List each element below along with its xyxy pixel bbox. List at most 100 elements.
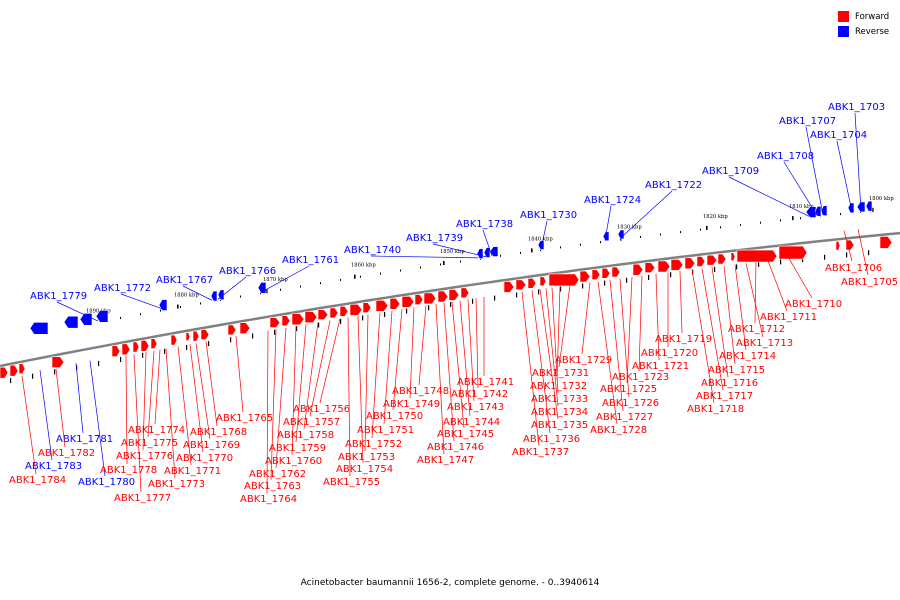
gene-label-forward: ABK1_1757 xyxy=(283,417,340,428)
leader-line xyxy=(540,220,548,250)
gene-arrow xyxy=(170,334,178,346)
leader-line xyxy=(357,316,364,464)
gene-arrow xyxy=(865,200,873,212)
gene-arrow xyxy=(539,276,547,287)
leader-line xyxy=(805,126,824,215)
gene-label-forward: ABK1_1713 xyxy=(736,338,793,349)
guide-dot xyxy=(460,260,461,263)
minor-tick xyxy=(252,333,254,339)
forward-track xyxy=(0,236,893,379)
gene-label-forward: ABK1_1750 xyxy=(366,411,423,422)
legend: Forward Reverse xyxy=(838,9,898,39)
axis-line xyxy=(0,231,900,368)
gene-arrow xyxy=(644,262,656,274)
gene-arrow xyxy=(227,324,237,336)
gene-label-forward: ABK1_1720 xyxy=(641,348,698,359)
gene-arrow xyxy=(29,322,49,335)
leader-line xyxy=(147,350,155,438)
guide-dot xyxy=(580,243,581,246)
gene-label-reverse: ABK1_1781 xyxy=(56,434,113,445)
leader-line xyxy=(275,327,287,469)
guide-dot xyxy=(420,266,421,269)
leader-line xyxy=(836,140,853,212)
guide-dot xyxy=(700,228,701,231)
tick-label: 1810 kbp xyxy=(789,204,814,210)
minor-tick xyxy=(406,308,408,314)
gene-label-forward: ABK1_1747 xyxy=(417,455,474,466)
gene-label-forward: ABK1_1759 xyxy=(269,443,326,454)
gene-label-forward: ABK1_1711 xyxy=(760,312,817,323)
minor-tick xyxy=(164,348,166,354)
gene-label-forward: ABK1_1731 xyxy=(532,368,589,379)
legend-label-forward: Forward xyxy=(855,11,890,22)
gene-label-forward: ABK1_1765 xyxy=(216,413,273,424)
guide-dot xyxy=(380,272,381,275)
tick-label: 1860 kbp xyxy=(351,263,376,269)
minor-tick xyxy=(230,337,232,343)
gene-label-forward: ABK1_1728 xyxy=(590,425,647,436)
gene-arrow xyxy=(281,315,291,327)
gene-label-forward: ABK1_1712 xyxy=(728,324,785,335)
leader-line xyxy=(857,229,869,276)
tick-label: 1830 kbp xyxy=(617,225,642,231)
gene-label-reverse: ABK1_1703 xyxy=(828,102,885,113)
gene-arrow xyxy=(269,317,281,328)
minor-tick xyxy=(54,369,56,375)
minor-tick xyxy=(516,292,518,298)
gene-label-reverse: ABK1_1767 xyxy=(156,275,213,286)
leader-line xyxy=(120,293,164,310)
leader-line xyxy=(21,375,37,475)
gene-arrow xyxy=(185,332,191,341)
gene-arrow xyxy=(879,236,893,249)
leader-line xyxy=(443,302,455,442)
gene-label-forward: ABK1_1714 xyxy=(719,351,776,362)
forward-labels: ABK1_1705ABK1_1706ABK1_1710ABK1_1711ABK1… xyxy=(9,229,898,505)
leader-line xyxy=(556,286,561,381)
gene-label-forward: ABK1_1777 xyxy=(114,493,171,504)
gene-arrow xyxy=(150,338,158,350)
gene-label-forward: ABK1_1734 xyxy=(531,407,588,418)
minor-tick xyxy=(846,252,848,258)
minor-tick xyxy=(384,311,386,317)
gene-label-forward: ABK1_1751 xyxy=(357,425,414,436)
guide-dot xyxy=(840,213,841,216)
gene-label-forward: ABK1_1773 xyxy=(148,479,205,490)
gene-label-forward: ABK1_1763 xyxy=(244,481,301,492)
gene-arrow xyxy=(503,281,515,293)
leader-line xyxy=(392,309,403,411)
gene-arrow xyxy=(111,345,121,357)
leader-line xyxy=(371,312,381,439)
guide-dot xyxy=(260,292,261,295)
leader-line xyxy=(195,343,211,440)
guide-dot xyxy=(760,221,761,224)
gene-label-forward: ABK1_1726 xyxy=(602,398,659,409)
gene-arrow xyxy=(239,322,251,334)
gene-label-reverse: ABK1_1740 xyxy=(344,245,401,256)
gene-arrow xyxy=(79,313,93,326)
gene-label-forward: ABK1_1717 xyxy=(696,391,753,402)
leader-line xyxy=(655,273,660,361)
guide-dot xyxy=(780,219,781,222)
gene-arrow xyxy=(684,257,696,270)
gene-arrow xyxy=(515,279,527,291)
leader-line xyxy=(597,281,618,425)
minor-tick xyxy=(142,352,144,358)
minor-tick xyxy=(868,250,870,256)
leader-line xyxy=(435,304,445,455)
leader-line xyxy=(854,112,862,211)
leader-line xyxy=(539,289,559,420)
leader-line xyxy=(125,355,128,465)
minor-tick xyxy=(802,257,804,263)
leader-line xyxy=(551,287,559,394)
leader-line xyxy=(261,265,310,293)
gene-label-reverse: ABK1_1730 xyxy=(520,210,577,221)
minor-tick xyxy=(560,286,562,292)
tick-mark xyxy=(177,304,179,309)
gene-label-reverse: ABK1_1779 xyxy=(30,291,87,302)
gene-arrow xyxy=(9,364,19,377)
guide-dot xyxy=(560,246,561,249)
gene-arrow xyxy=(375,299,389,312)
gene-arrow xyxy=(158,299,168,311)
leader-line xyxy=(783,161,818,216)
minor-tick xyxy=(472,298,474,304)
